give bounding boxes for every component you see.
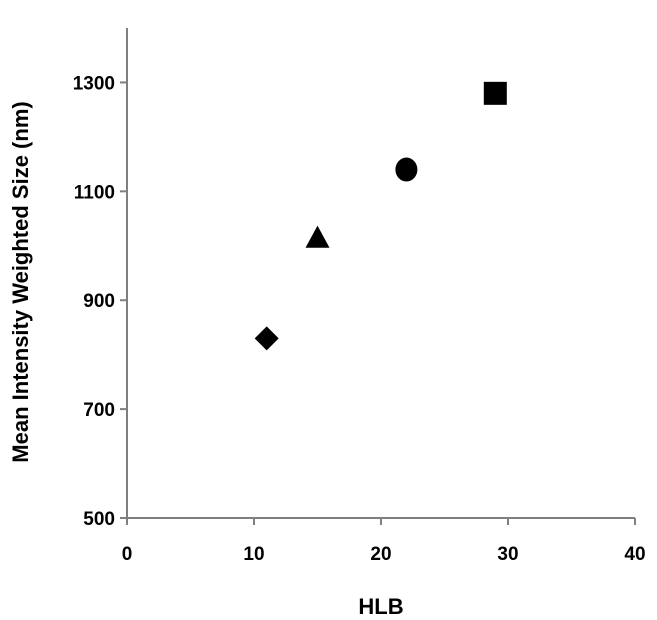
x-axis: 0 10 20 30 40 (122, 517, 646, 565)
y-tick-label: 500 (83, 509, 115, 530)
data-points (254, 81, 507, 351)
y-axis-title: Mean Intensity Weighted Size (nm) (8, 101, 33, 462)
x-tick-label: 10 (243, 544, 264, 565)
x-tick-label: 40 (624, 544, 645, 565)
circle-icon (395, 157, 418, 182)
y-tick-label: 900 (83, 291, 115, 312)
y-tick-label: 700 (83, 400, 115, 421)
square-icon (483, 81, 507, 105)
x-tick-label: 30 (497, 544, 518, 565)
y-tick-label: 1300 (73, 73, 115, 94)
y-axis: 500 700 900 1100 1300 (73, 28, 128, 530)
diamond-icon (254, 326, 279, 351)
x-tick-label: 20 (370, 544, 391, 565)
triangle-icon (305, 225, 330, 248)
x-tick-label: 0 (122, 544, 133, 565)
y-tick-label: 1100 (74, 182, 115, 203)
x-axis-title: HLB (358, 594, 403, 619)
